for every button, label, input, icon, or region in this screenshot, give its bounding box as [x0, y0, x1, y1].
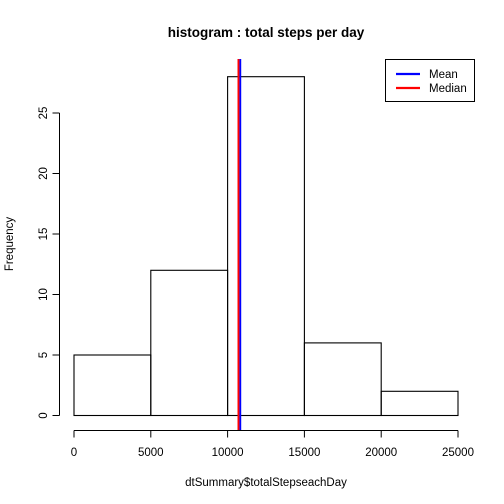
histogram-bar-2: [150, 269, 229, 417]
x-tick-label: 20000: [365, 447, 397, 459]
x-tick-label: 10000: [212, 447, 244, 459]
y-tick-label: 5: [38, 352, 50, 358]
histogram-bars: [73, 76, 459, 417]
x-tick-label: 5000: [138, 447, 164, 459]
chart-title: histogram : total steps per day: [168, 25, 365, 40]
histogram-bar-1: [73, 354, 152, 417]
reference-lines: [237, 59, 242, 430]
y-tick-label: 0: [38, 412, 50, 418]
x-tick-label: 25000: [442, 447, 474, 459]
legend: Mean Median: [385, 59, 475, 102]
y-tick-label: 10: [38, 288, 50, 301]
histogram-bar-4: [303, 342, 382, 417]
histogram-bar-5: [380, 390, 459, 417]
legend-box: [385, 59, 475, 102]
y-tick-label: 15: [38, 228, 50, 241]
y-tick-label: 25: [38, 107, 50, 120]
y-tick-label: 20: [38, 167, 50, 180]
legend-label-median: Median: [429, 83, 467, 95]
y-axis: 0 5 10 15 20 25: [38, 107, 60, 419]
x-tick-label: 15000: [288, 447, 320, 459]
histogram-bar-3: [227, 76, 305, 417]
x-axis: 0 5000 10000 15000 20000 25000: [71, 430, 474, 459]
legend-label-mean: Mean: [429, 69, 458, 81]
x-tick-label: 0: [71, 447, 77, 459]
x-axis-title: dtSummary$totalStepseachDay: [185, 477, 347, 489]
y-axis-title: Frequency: [4, 217, 16, 272]
